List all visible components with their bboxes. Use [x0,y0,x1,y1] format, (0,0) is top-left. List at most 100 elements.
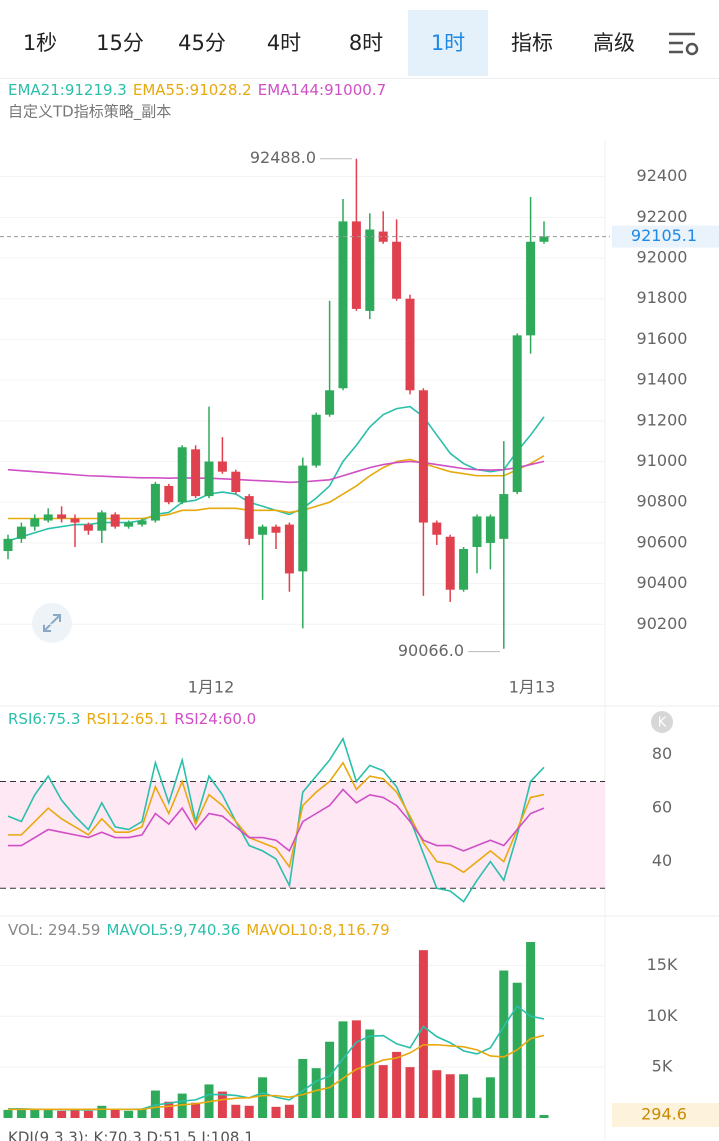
volume-bar [3,1109,13,1118]
settings-icon[interactable] [669,32,699,56]
volume-bar [485,1077,495,1118]
tab[interactable]: 4时 [266,31,302,55]
volume-bar [217,1091,227,1118]
last-price-box [612,225,719,248]
y-tick-label: 10K [647,1006,678,1025]
legend-item: EMA144:91000.7 [258,81,386,99]
volume-bar [231,1104,241,1118]
y-tick-label: 40 [652,851,672,870]
collapse-icon[interactable]: K [651,711,673,733]
legend-item: RSI24:60.0 [174,710,256,728]
candle-body [164,485,174,503]
tab[interactable]: 1秒 [22,31,58,55]
candle-body [325,390,335,415]
volume-bar [43,1108,53,1118]
volume-bar [244,1105,254,1118]
candle-body [16,526,26,539]
volume-bar [405,1067,415,1118]
y-tick-label: 91800 [637,288,688,307]
current-volume-label: 294.6 [641,1105,687,1124]
volume-bar [97,1105,107,1118]
indicator-line [8,788,545,853]
kdj-label: KDJ(9,3,3): K:70.3 D:51.5 J:108.1 [8,1129,254,1141]
last-price-label: 92105.1 [631,226,697,245]
volume-bar [392,1051,402,1118]
volume-bar [459,1074,469,1118]
y-tick-label: 91600 [637,329,688,348]
legend: RSI6:75.3 RSI12:65.1 RSI24:60.0 [8,710,256,728]
candle-body [311,414,321,466]
volume-bar [110,1108,120,1118]
candle-body [110,514,120,527]
y-tick-label: 91200 [637,410,688,429]
volume-bar [472,1097,482,1118]
y-tick-label: 90600 [637,532,688,551]
candle-body [217,461,227,472]
expand-icon[interactable] [32,603,72,643]
x-tick-label: 1月12 [188,678,235,697]
indicator-line [8,1034,545,1111]
candle-body [365,229,375,311]
y-tick-label: 91000 [637,451,688,470]
candle-body [432,522,442,535]
candle-body [405,298,415,391]
y-tick-label: 15K [647,955,678,974]
volume-bar [378,1065,388,1118]
candle-body [512,335,522,493]
candle-body [445,536,455,590]
legend-item: EMA55:91028.2 [133,81,252,99]
volume-bar [191,1102,201,1118]
y-tick-label: 92200 [637,207,688,226]
tab[interactable]: 15分 [96,31,144,55]
candle-body [150,483,160,521]
tab[interactable]: 1时 [408,10,488,76]
y-tick-label: 91400 [637,370,688,389]
indicator-line [7,460,545,484]
x-tick-label: 1月13 [509,678,556,697]
candle-body [83,524,93,531]
candle-body [298,465,308,572]
volume-bar [137,1108,147,1118]
candle-body [472,516,482,547]
volume-bar [30,1109,40,1118]
candle-body [459,549,469,590]
candle-body [418,390,428,523]
volume-bar [445,1074,455,1118]
y-tick-label: 5K [652,1057,673,1076]
legend-item: MAVOL10:8,116.79 [246,921,389,939]
tab[interactable]: 8时 [348,31,384,55]
tab[interactable]: 高级 [593,31,635,55]
y-tick-label: 92000 [637,248,688,267]
candle-body [231,471,241,493]
volume-bar [164,1101,174,1118]
candle-body [3,538,13,552]
candle-body [258,526,268,535]
legend-item: EMA21:91219.3 [8,81,127,99]
tab-bar: 1秒 15分 45分 4时 8时 1时 指标 高级 [0,0,719,79]
y-tick-label: 92400 [637,166,688,185]
indicator-line [7,736,545,903]
current-volume-box [612,1103,719,1128]
tab[interactable]: 指标 [511,31,553,55]
candle-body [97,512,107,531]
candle-body [177,447,187,503]
volume-bar [258,1077,268,1118]
volume-bar [325,1041,335,1118]
candle-body [137,520,147,525]
candle-body [57,514,67,519]
y-tick-label: 90400 [637,573,688,592]
volume-bar [177,1093,187,1118]
volume-bar [298,1059,308,1118]
tab[interactable]: 45分 [178,31,226,55]
candle-body [271,526,281,533]
indicator-line [8,455,545,520]
legend-item: VOL: 294.59 [8,921,100,939]
indicator-line [8,761,545,874]
legend-item: RSI12:65.1 [86,710,168,728]
volume-bar [311,1068,321,1118]
legend: EMA21:91219.3 EMA55:91028.2 EMA144:91000.7 [8,81,386,99]
candle-body [338,221,348,389]
candle-body [30,518,40,527]
